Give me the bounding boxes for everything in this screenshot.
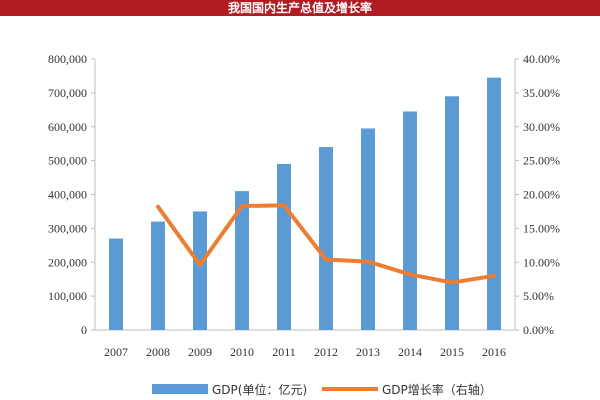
- bar-gdp: [235, 191, 249, 330]
- y-left-tick-label: 200,000: [48, 255, 87, 269]
- x-tick-label: 2009: [188, 345, 212, 359]
- y-right-tick-label: 20.00%: [523, 188, 560, 202]
- y-right-tick-label: 40.00%: [523, 52, 560, 66]
- y-left-tick-label: 300,000: [48, 221, 87, 235]
- line-growth-rate: [156, 203, 496, 285]
- legend-label-growth: GDP增长率（右轴）: [382, 382, 492, 397]
- x-tick-label: 2016: [482, 345, 506, 359]
- bar-gdp: [277, 164, 291, 330]
- x-tick-label: 2012: [314, 345, 338, 359]
- chart-title: 我国国内生产总值及增长率: [227, 1, 372, 15]
- bar-gdp: [319, 147, 333, 330]
- y-right-tick-label: 35.00%: [523, 86, 560, 100]
- y-left-tick-label: 700,000: [48, 86, 87, 100]
- y-left-tick-label: 0: [81, 323, 87, 337]
- y-right-tick-label: 5.00%: [523, 289, 554, 303]
- y-left-tick-label: 400,000: [48, 188, 87, 202]
- bar-gdp: [109, 238, 123, 330]
- x-tick-label: 2010: [230, 345, 254, 359]
- x-tick-label: 2008: [146, 345, 170, 359]
- y-right-tick-label: 0.00%: [523, 323, 554, 337]
- x-tick-label: 2011: [272, 345, 296, 359]
- legend-label-gdp: GDP(单位：亿元): [212, 382, 307, 397]
- bar-gdp: [403, 111, 417, 330]
- bar-gdp: [361, 128, 375, 330]
- y-left-tick-label: 800,000: [48, 52, 87, 66]
- y-right-tick-label: 30.00%: [523, 120, 560, 134]
- x-tick-label: 2015: [440, 345, 464, 359]
- bar-gdp: [445, 96, 459, 330]
- title-bar: [0, 0, 600, 16]
- y-right-tick-label: 10.00%: [523, 255, 560, 269]
- y-right-tick-label: 15.00%: [523, 221, 560, 235]
- y-left-tick-label: 100,000: [48, 289, 87, 303]
- legend-swatch-gdp: [152, 384, 208, 394]
- y-right-tick-label: 25.00%: [523, 154, 560, 168]
- y-left-tick-label: 500,000: [48, 154, 87, 168]
- x-tick-label: 2013: [356, 345, 380, 359]
- bar-gdp: [487, 77, 501, 330]
- bar-gdp: [151, 221, 165, 330]
- y-left-tick-label: 600,000: [48, 120, 87, 134]
- x-tick-label: 2007: [104, 345, 128, 359]
- bar-gdp: [193, 211, 207, 330]
- x-tick-label: 2014: [398, 345, 422, 359]
